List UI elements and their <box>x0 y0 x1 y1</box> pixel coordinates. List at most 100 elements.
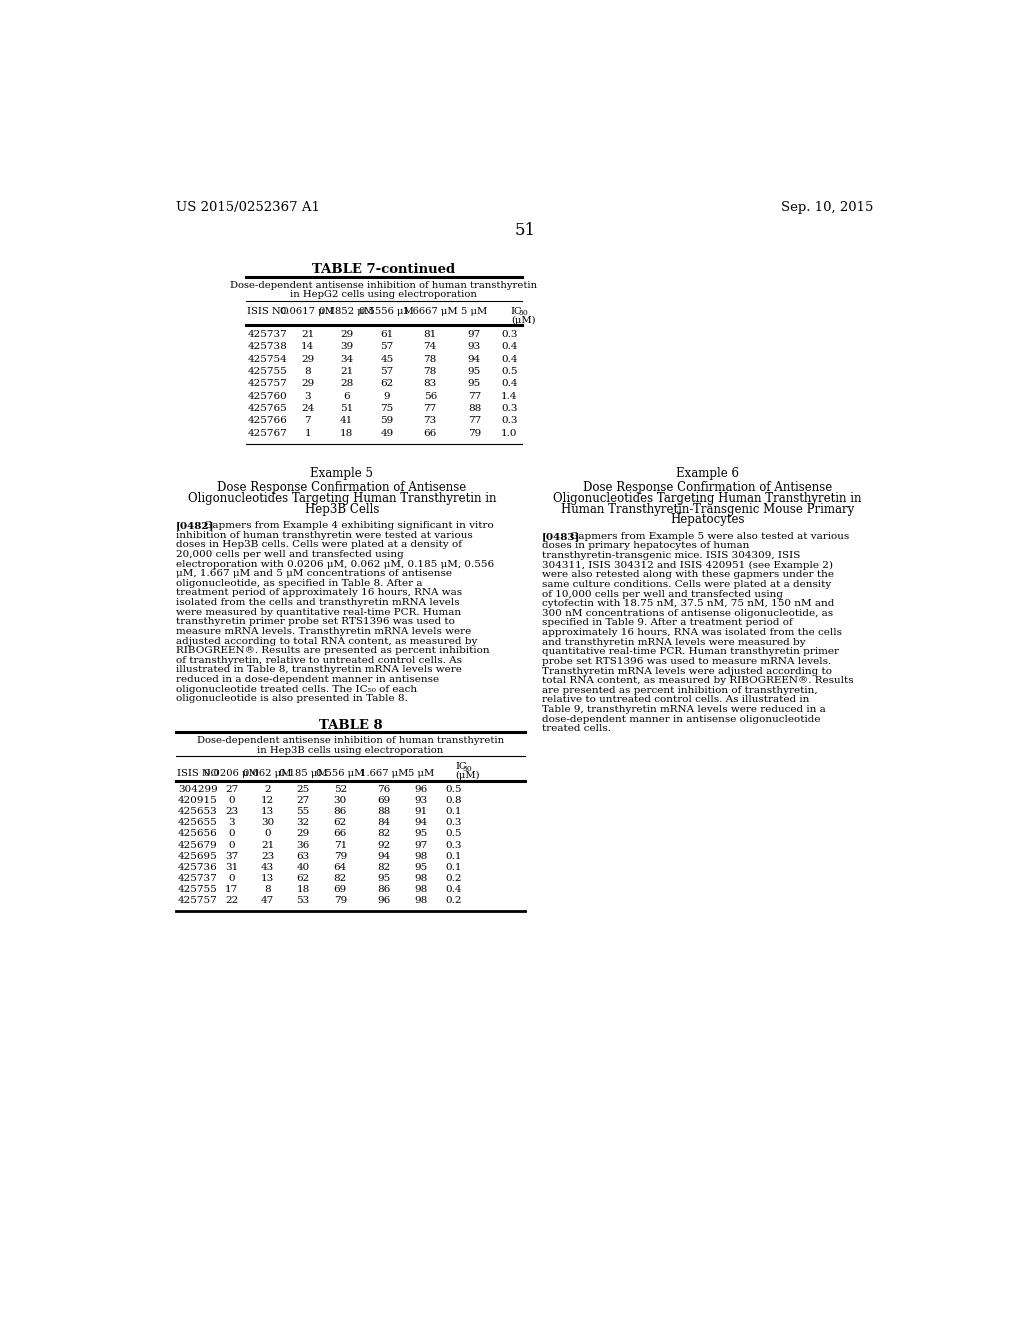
Text: 91: 91 <box>415 807 428 816</box>
Text: Human Transthyretin-Transgenic Mouse Primary: Human Transthyretin-Transgenic Mouse Pri… <box>561 503 854 516</box>
Text: quantitative real-time PCR. Human transthyretin primer: quantitative real-time PCR. Human transt… <box>542 647 839 656</box>
Text: 55: 55 <box>297 807 310 816</box>
Text: 0.0206 μM: 0.0206 μM <box>205 768 259 777</box>
Text: 86: 86 <box>377 886 390 894</box>
Text: 79: 79 <box>334 851 347 861</box>
Text: 92: 92 <box>377 841 390 850</box>
Text: 0.3: 0.3 <box>501 330 517 339</box>
Text: 79: 79 <box>334 896 347 906</box>
Text: 50: 50 <box>518 309 528 317</box>
Text: 425754: 425754 <box>248 355 288 364</box>
Text: 425767: 425767 <box>248 429 288 438</box>
Text: were measured by quantitative real-time PCR. Human: were measured by quantitative real-time … <box>176 607 461 616</box>
Text: 95: 95 <box>377 874 390 883</box>
Text: 47: 47 <box>261 896 274 906</box>
Text: and transthyretin mRNA levels were measured by: and transthyretin mRNA levels were measu… <box>542 638 806 647</box>
Text: 95: 95 <box>468 367 481 376</box>
Text: Dose-dependent antisense inhibition of human transthyretin: Dose-dependent antisense inhibition of h… <box>230 281 538 290</box>
Text: 425736: 425736 <box>178 863 218 873</box>
Text: 0.4: 0.4 <box>501 342 517 351</box>
Text: Oligonucleotides Targeting Human Transthyretin in: Oligonucleotides Targeting Human Transth… <box>187 492 497 504</box>
Text: in HepG2 cells using electroporation: in HepG2 cells using electroporation <box>291 290 477 300</box>
Text: 52: 52 <box>334 785 347 793</box>
Text: Oligonucleotides Targeting Human Transthyretin in: Oligonucleotides Targeting Human Transth… <box>553 492 862 504</box>
Text: 0.1: 0.1 <box>445 851 462 861</box>
Text: 36: 36 <box>297 841 310 850</box>
Text: 425765: 425765 <box>248 404 288 413</box>
Text: 21: 21 <box>340 367 353 376</box>
Text: 41: 41 <box>340 416 353 425</box>
Text: 300 nM concentrations of antisense oligonucleotide, as: 300 nM concentrations of antisense oligo… <box>542 609 833 618</box>
Text: 0.3: 0.3 <box>501 416 517 425</box>
Text: 0.5: 0.5 <box>445 785 462 793</box>
Text: 77: 77 <box>468 416 481 425</box>
Text: 97: 97 <box>468 330 481 339</box>
Text: 39: 39 <box>340 342 353 351</box>
Text: 73: 73 <box>424 416 437 425</box>
Text: treatment period of approximately 16 hours, RNA was: treatment period of approximately 16 hou… <box>176 589 462 598</box>
Text: 9: 9 <box>384 392 390 401</box>
Text: 51: 51 <box>514 222 536 239</box>
Text: 0.8: 0.8 <box>445 796 462 805</box>
Text: 425656: 425656 <box>178 829 218 838</box>
Text: 0.556 μM: 0.556 μM <box>316 768 365 777</box>
Text: oligonucleotide treated cells. The IC₅₀ of each: oligonucleotide treated cells. The IC₅₀ … <box>176 685 417 694</box>
Text: 425760: 425760 <box>248 392 288 401</box>
Text: ISIS NO: ISIS NO <box>247 308 289 315</box>
Text: 81: 81 <box>424 330 437 339</box>
Text: cytofectin with 18.75 nM, 37.5 nM, 75 nM, 150 nM and: cytofectin with 18.75 nM, 37.5 nM, 75 nM… <box>542 599 835 609</box>
Text: 7: 7 <box>304 416 311 425</box>
Text: Hepatocytes: Hepatocytes <box>671 513 744 527</box>
Text: TABLE 8: TABLE 8 <box>318 719 382 733</box>
Text: same culture conditions. Cells were plated at a density: same culture conditions. Cells were plat… <box>542 579 831 589</box>
Text: 22: 22 <box>225 896 239 906</box>
Text: 18: 18 <box>297 886 310 894</box>
Text: 0.1: 0.1 <box>445 807 462 816</box>
Text: 62: 62 <box>297 874 310 883</box>
Text: 95: 95 <box>415 863 428 873</box>
Text: dose-dependent manner in antisense oligonucleotide: dose-dependent manner in antisense oligo… <box>542 714 820 723</box>
Text: 24: 24 <box>301 404 314 413</box>
Text: 93: 93 <box>468 342 481 351</box>
Text: 3: 3 <box>304 392 311 401</box>
Text: [0483]: [0483] <box>542 532 581 541</box>
Text: 425655: 425655 <box>178 818 218 828</box>
Text: 17: 17 <box>225 886 239 894</box>
Text: Example 5: Example 5 <box>310 467 374 480</box>
Text: doses in primary hepatocytes of human: doses in primary hepatocytes of human <box>542 541 750 550</box>
Text: 0: 0 <box>228 829 236 838</box>
Text: 18: 18 <box>340 429 353 438</box>
Text: 98: 98 <box>415 896 428 906</box>
Text: relative to untreated control cells. As illustrated in: relative to untreated control cells. As … <box>542 696 809 705</box>
Text: 63: 63 <box>297 851 310 861</box>
Text: μM, 1.667 μM and 5 μM concentrations of antisense: μM, 1.667 μM and 5 μM concentrations of … <box>176 569 452 578</box>
Text: 425695: 425695 <box>178 851 218 861</box>
Text: 0.3: 0.3 <box>445 818 462 828</box>
Text: 71: 71 <box>334 841 347 850</box>
Text: 8: 8 <box>264 886 270 894</box>
Text: 83: 83 <box>424 379 437 388</box>
Text: Gapmers from Example 4 exhibiting significant in vitro: Gapmers from Example 4 exhibiting signif… <box>204 521 494 531</box>
Text: 5 μM: 5 μM <box>461 308 487 315</box>
Text: 30: 30 <box>334 796 347 805</box>
Text: 82: 82 <box>334 874 347 883</box>
Text: in Hep3B cells using electroporation: in Hep3B cells using electroporation <box>257 746 443 755</box>
Text: 23: 23 <box>261 851 274 861</box>
Text: illustrated in Table 8, transthyretin mRNA levels were: illustrated in Table 8, transthyretin mR… <box>176 665 462 675</box>
Text: 0.4: 0.4 <box>445 886 462 894</box>
Text: 31: 31 <box>225 863 239 873</box>
Text: 64: 64 <box>334 863 347 873</box>
Text: 0.1: 0.1 <box>445 863 462 873</box>
Text: inhibition of human transthyretin were tested at various: inhibition of human transthyretin were t… <box>176 531 473 540</box>
Text: 425757: 425757 <box>248 379 288 388</box>
Text: TABLE 7-continued: TABLE 7-continued <box>312 263 456 276</box>
Text: 53: 53 <box>297 896 310 906</box>
Text: of 10,000 cells per well and transfected using: of 10,000 cells per well and transfected… <box>542 590 783 598</box>
Text: 43: 43 <box>261 863 274 873</box>
Text: 34: 34 <box>340 355 353 364</box>
Text: 420915: 420915 <box>178 796 218 805</box>
Text: 425766: 425766 <box>248 416 288 425</box>
Text: 0: 0 <box>264 829 270 838</box>
Text: 425737: 425737 <box>248 330 288 339</box>
Text: 76: 76 <box>377 785 390 793</box>
